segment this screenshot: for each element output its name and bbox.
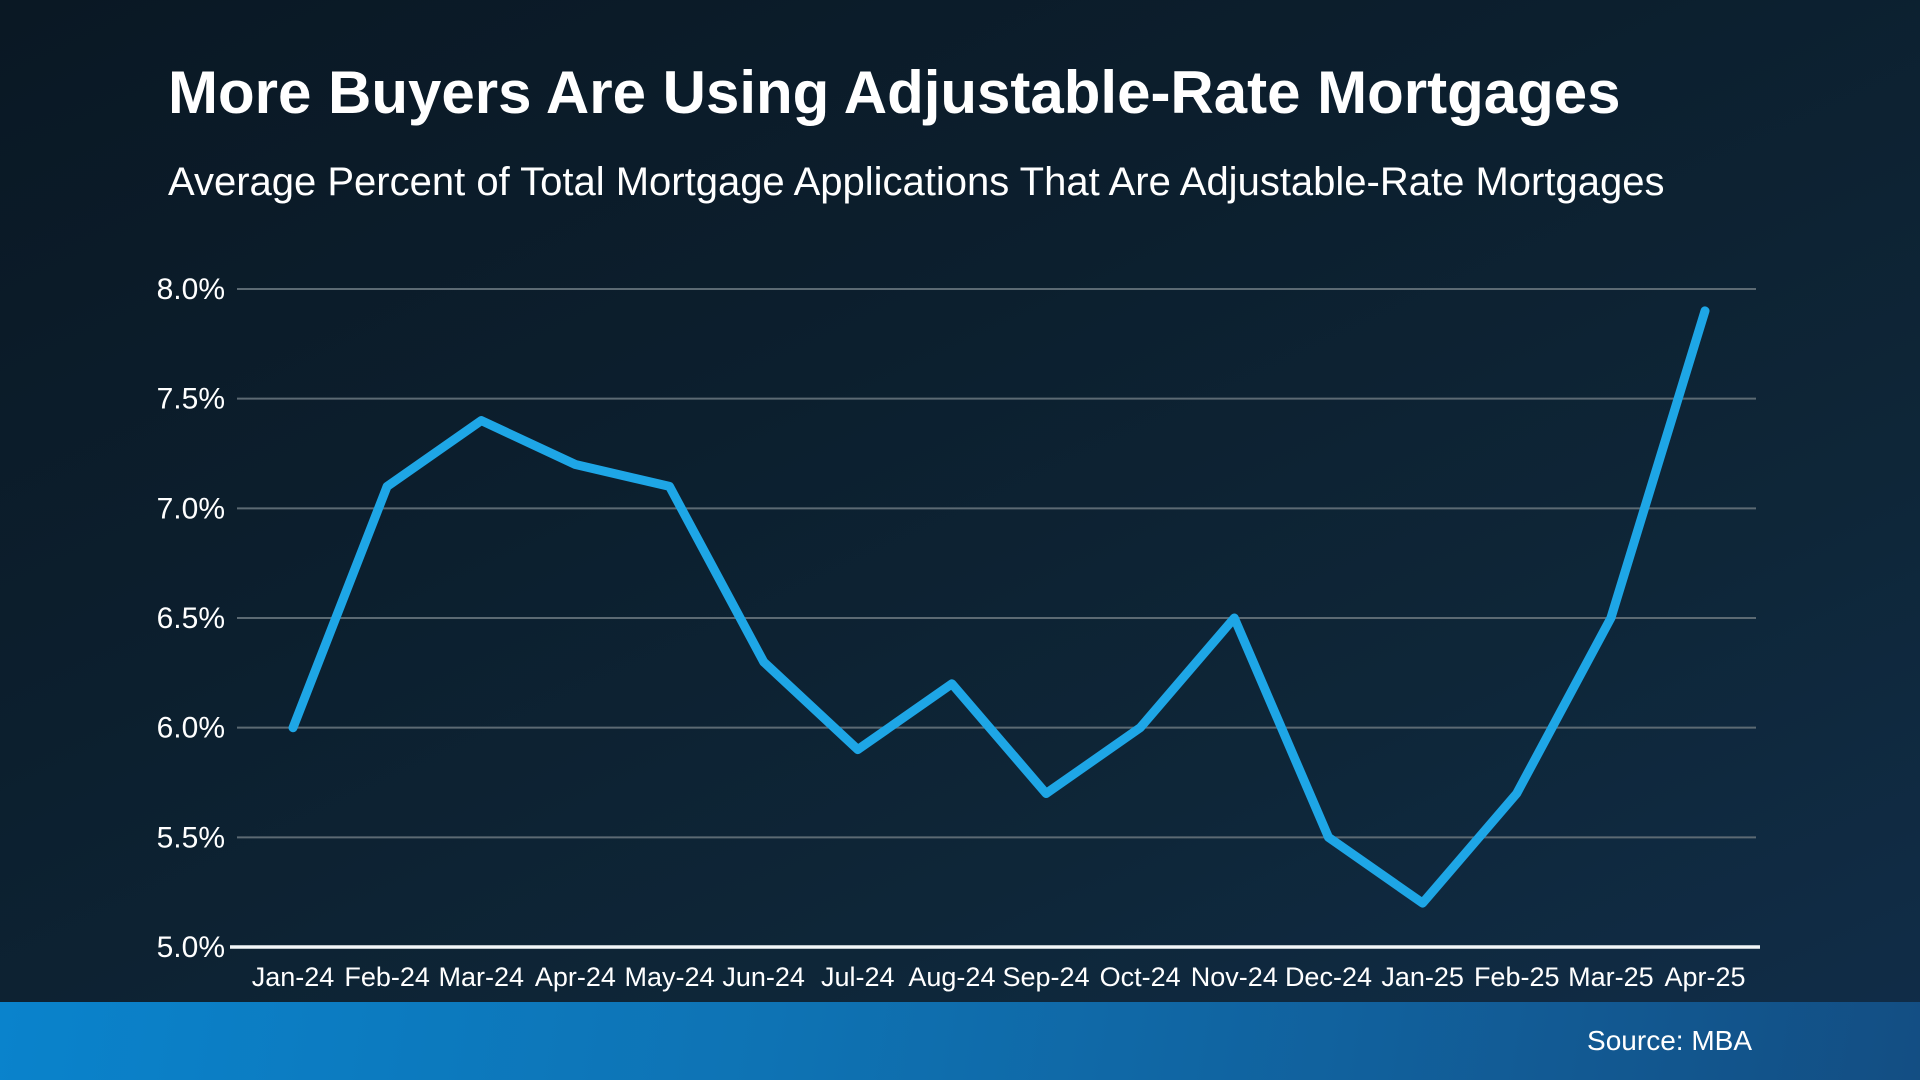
x-axis-tick-label: Feb-25: [1474, 962, 1560, 992]
x-axis-tick-label: Jan-25: [1381, 962, 1464, 992]
chart-title: More Buyers Are Using Adjustable-Rate Mo…: [168, 59, 1621, 126]
x-axis-tick-label: Feb-24: [344, 962, 430, 992]
x-axis-tick-label: Oct-24: [1100, 962, 1181, 992]
x-axis-tick-label: Sep-24: [1003, 962, 1090, 992]
x-axis-tick-label: Aug-24: [908, 962, 995, 992]
x-axis-tick-label: Jun-24: [722, 962, 805, 992]
y-axis-tick-label: 8.0%: [157, 273, 225, 306]
x-axis-tick-label: Jan-24: [252, 962, 335, 992]
y-axis-tick-label: 7.0%: [157, 492, 225, 525]
x-axis-tick-label: Nov-24: [1191, 962, 1278, 992]
y-axis-tick-label: 6.5%: [157, 602, 225, 635]
x-axis-tick-label: Mar-24: [439, 962, 525, 992]
x-axis-tick-label: Mar-25: [1568, 962, 1654, 992]
y-axis-tick-label: 5.0%: [157, 931, 225, 964]
chart-subtitle: Average Percent of Total Mortgage Applic…: [168, 160, 1665, 204]
x-axis-tick-label: Apr-24: [535, 962, 616, 992]
x-axis-tick-label: Jul-24: [821, 962, 895, 992]
arm-share-line: [288, 306, 1710, 908]
x-axis-tick-label: May-24: [625, 962, 715, 992]
x-axis-tick-label: Dec-24: [1285, 962, 1372, 992]
y-axis-tick-label: 6.0%: [157, 712, 225, 745]
footer-bar: Source: MBA: [0, 1002, 1920, 1080]
y-axis-tick-label: 5.5%: [157, 821, 225, 854]
y-axis-tick-label: 7.5%: [157, 383, 225, 416]
source-label: Source: MBA: [1587, 1025, 1752, 1056]
x-axis-tick-label: Apr-25: [1664, 962, 1745, 992]
